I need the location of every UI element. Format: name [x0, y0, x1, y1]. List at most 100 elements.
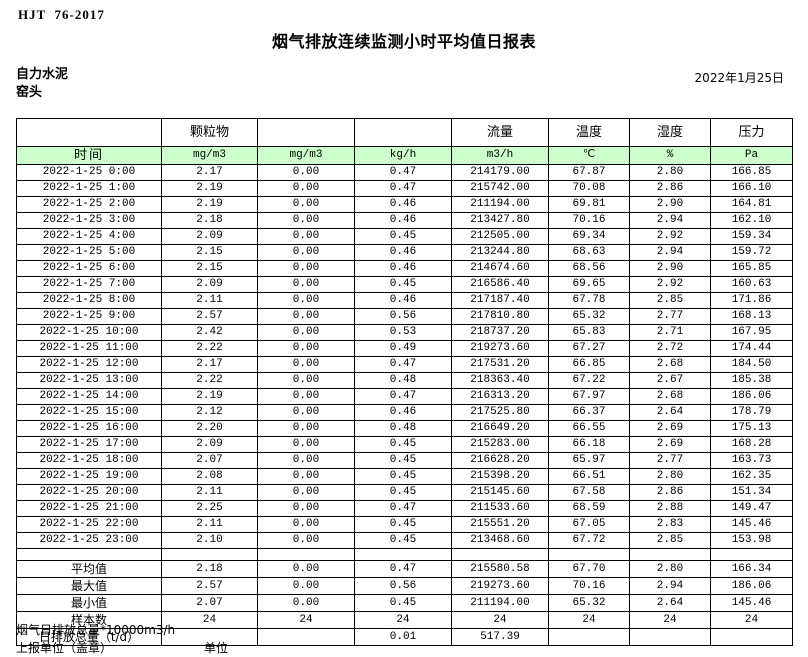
summary-value: 0.00 — [257, 594, 355, 612]
cell-value: 178.79 — [710, 404, 793, 421]
cell-time: 2022-1-25 13:00 — [16, 372, 162, 389]
summary-row: 样本数 24 24 24 24 24 24 24 — [16, 611, 793, 629]
standard-code: HJT 76-2017 — [18, 7, 105, 22]
cell-time: 2022-1-25 0:00 — [16, 164, 162, 181]
group-header-blank-3 — [354, 118, 452, 147]
cell-value: 2.19 — [161, 196, 258, 213]
table-row: 2022-1-25 13:00 2.22 0.00 0.48 218363.40 67.2… — [16, 372, 793, 389]
cell-value: 66.18 — [548, 436, 630, 453]
table-row: 2022-1-25 3:00 2.18 0.00 0.46 213427.80 70.16… — [16, 212, 793, 229]
table-row: 2022-1-25 6:00 2.15 0.00 0.46 214674.60 68.56… — [16, 260, 793, 277]
summary-value: 24 — [548, 611, 630, 629]
cell-value: 2.86 — [629, 484, 711, 501]
summary-value: 65.32 — [548, 594, 630, 612]
cell-value: 2.11 — [161, 292, 258, 309]
cell-value: 153.98 — [710, 532, 793, 549]
summary-value: 24 — [257, 611, 355, 629]
spacer-cell — [161, 548, 258, 561]
unit-header-3: kg/h — [354, 146, 452, 165]
cell-value: 2.67 — [629, 372, 711, 389]
cell-value: 218363.40 — [451, 372, 549, 389]
cell-value: 0.00 — [257, 500, 355, 517]
cell-value: 67.22 — [548, 372, 630, 389]
group-header-pressure: 压力 — [710, 118, 793, 147]
cell-value: 185.38 — [710, 372, 793, 389]
cell-value: 2.57 — [161, 308, 258, 325]
cell-time: 2022-1-25 17:00 — [16, 436, 162, 453]
cell-value: 213468.60 — [451, 532, 549, 549]
cell-time: 2022-1-25 14:00 — [16, 388, 162, 405]
cell-value: 0.46 — [354, 196, 452, 213]
cell-value: 2.64 — [629, 404, 711, 421]
cell-value: 174.44 — [710, 340, 793, 357]
cell-value: 0.00 — [257, 484, 355, 501]
cell-value: 0.47 — [354, 356, 452, 373]
spacer-cell — [257, 548, 355, 561]
cell-value: 0.00 — [257, 180, 355, 197]
cell-value: 0.47 — [354, 388, 452, 405]
cell-value: 0.00 — [257, 196, 355, 213]
spacer-cell — [451, 548, 549, 561]
summary-row: 日排放总量（t/d） 0.01 517.39 — [16, 628, 793, 646]
footer-reporting-unit: 上报单位（盖章） — [16, 641, 113, 655]
table-row: 2022-1-25 21:00 2.25 0.00 0.47 211533.60 68.5… — [16, 500, 793, 517]
group-header-blank-2 — [257, 118, 355, 147]
cell-time: 2022-1-25 20:00 — [16, 484, 162, 501]
cell-value: 0.00 — [257, 356, 355, 373]
cell-value: 212505.00 — [451, 228, 549, 245]
cell-value: 0.53 — [354, 324, 452, 341]
cell-value: 2.18 — [161, 212, 258, 229]
page-title: 烟气排放连续监测小时平均值日报表 — [271, 32, 536, 51]
table-row: 2022-1-25 7:00 2.09 0.00 0.45 216586.40 69.65… — [16, 276, 793, 293]
summary-value: 517.39 — [451, 628, 549, 646]
cell-time: 2022-1-25 7:00 — [16, 276, 162, 293]
cell-value: 2.22 — [161, 340, 258, 357]
cell-value: 68.63 — [548, 244, 630, 261]
cell-value: 0.45 — [354, 452, 452, 469]
table-row: 2022-1-25 11:00 2.22 0.00 0.49 219273.60 67.2… — [16, 340, 793, 357]
summary-value — [257, 628, 355, 646]
table-row: 2022-1-25 8:00 2.11 0.00 0.46 217187.40 67.78… — [16, 292, 793, 309]
cell-value: 70.08 — [548, 180, 630, 197]
cell-value: 67.27 — [548, 340, 630, 357]
footer-note: 烟气日排放总量*10000m3/h — [16, 623, 176, 637]
cell-value: 184.50 — [710, 356, 793, 373]
summary-value: 0.45 — [354, 594, 452, 612]
unit-header-6: % — [629, 146, 711, 165]
cell-value: 67.58 — [548, 484, 630, 501]
summary-value: 186.06 — [710, 577, 793, 595]
unit-header-2: mg/m3 — [257, 146, 355, 165]
cell-time: 2022-1-25 1:00 — [16, 180, 162, 197]
footer-unit-label: 单位 — [204, 641, 229, 655]
cell-time: 2022-1-25 5:00 — [16, 244, 162, 261]
cell-value: 215742.00 — [451, 180, 549, 197]
footer-reporting-unit-line: 上报单位（盖章） 单位 — [16, 639, 228, 657]
cell-value: 66.85 — [548, 356, 630, 373]
cell-value: 0.00 — [257, 212, 355, 229]
cell-value: 145.46 — [710, 516, 793, 533]
table-row: 2022-1-25 4:00 2.09 0.00 0.45 212505.00 69.34… — [16, 228, 793, 245]
summary-value: 0.00 — [257, 577, 355, 595]
report-date: 2022年1月25日 — [694, 71, 784, 85]
cell-value: 159.72 — [710, 244, 793, 261]
table-spacer-row — [16, 548, 793, 561]
cell-value: 165.85 — [710, 260, 793, 277]
unit-header-1: mg/m3 — [161, 146, 258, 165]
cell-value: 166.10 — [710, 180, 793, 197]
table-row: 2022-1-25 18:00 2.07 0.00 0.45 216628.20 65.9… — [16, 452, 793, 469]
summary-label: 日排放总量（t/d） — [16, 628, 162, 646]
cell-value: 0.47 — [354, 180, 452, 197]
cell-value: 66.51 — [548, 468, 630, 485]
cell-value: 2.80 — [629, 468, 711, 485]
table-row: 2022-1-25 14:00 2.19 0.00 0.47 216313.20 67.9… — [16, 388, 793, 405]
cell-value: 216313.20 — [451, 388, 549, 405]
summary-label: 最大值 — [16, 577, 162, 595]
summary-row: 最大值 2.57 0.00 0.56 219273.60 70.16 2.94 186.06 — [16, 577, 793, 595]
table-row: 2022-1-25 22:00 2.11 0.00 0.45 215551.20 67.0… — [16, 516, 793, 533]
cell-time: 2022-1-25 8:00 — [16, 292, 162, 309]
cell-value: 0.46 — [354, 212, 452, 229]
cell-value: 213427.80 — [451, 212, 549, 229]
summary-row: 平均值 2.18 0.00 0.47 215580.58 67.70 2.80 166.34 — [16, 560, 793, 578]
cell-value: 0.47 — [354, 164, 452, 181]
cell-value: 2.17 — [161, 164, 258, 181]
